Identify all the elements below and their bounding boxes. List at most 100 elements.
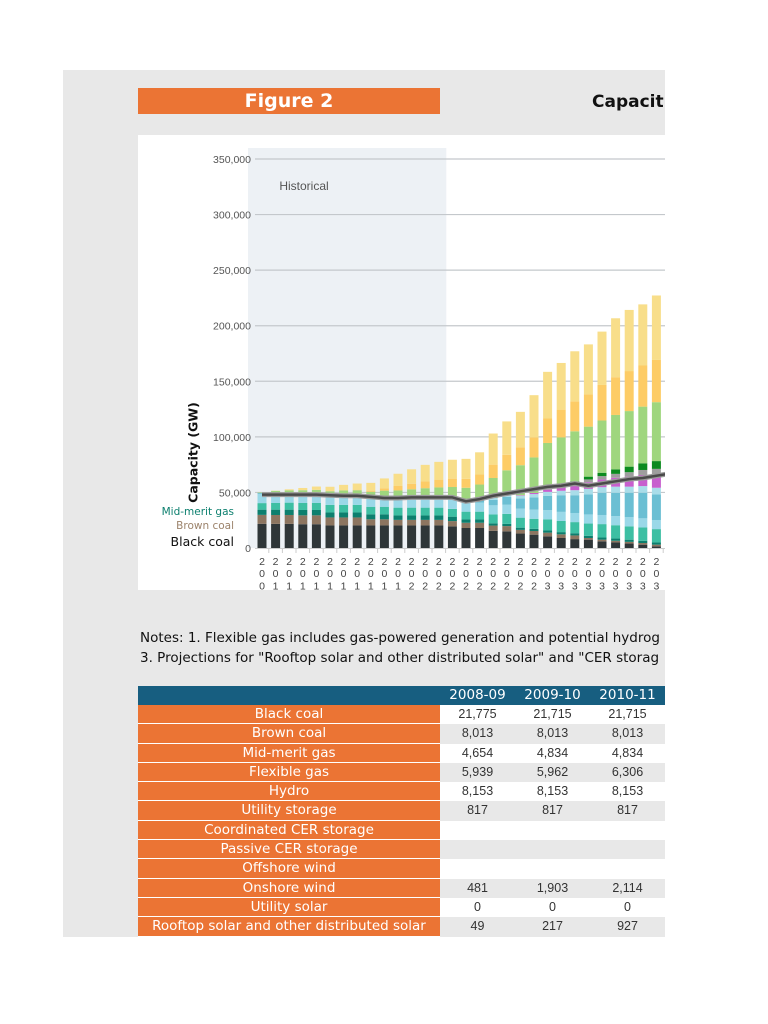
bar-segment — [556, 437, 566, 485]
bar-segment — [366, 525, 376, 548]
bar-segment — [257, 523, 267, 548]
bar-segment — [597, 472, 607, 477]
y-tick-label: 200,000 — [213, 321, 251, 333]
spreadsheet-sheet: Figure 2 Capacit Historical 0 50,000 100,00… — [63, 70, 665, 937]
bar-segment — [488, 433, 498, 465]
bar-segment — [475, 474, 485, 485]
cell-value: 927 — [590, 917, 665, 937]
bar-segment — [488, 523, 498, 526]
bar-segment — [447, 508, 457, 517]
bar-segment — [529, 518, 539, 529]
bar-segment — [407, 519, 417, 526]
y-tick-label: 150,000 — [213, 376, 251, 388]
bar-segment — [556, 409, 566, 438]
bar-segment — [366, 519, 376, 526]
row-label: Black coal — [138, 705, 440, 725]
bar-segment — [543, 418, 553, 443]
bar-segment — [529, 437, 539, 458]
bar-segment — [543, 442, 553, 488]
bar-segment — [325, 525, 335, 548]
bar-segment — [339, 490, 349, 495]
bar-segment — [583, 537, 593, 540]
cell-value — [515, 820, 590, 841]
bar-segment — [311, 502, 321, 510]
bar-segment — [529, 395, 539, 438]
bar-segment — [570, 351, 580, 402]
bar-segment — [366, 491, 376, 497]
bar-segment — [624, 371, 634, 412]
bar-segment — [597, 420, 607, 473]
bar-segment — [611, 414, 621, 470]
row-label: Hydro — [138, 782, 440, 802]
bar-segment — [379, 519, 389, 526]
bar-segment — [298, 502, 308, 510]
bar-segment — [339, 495, 349, 505]
bar-segment — [352, 489, 362, 491]
bar-segment — [515, 529, 525, 534]
x-tick-label: 2011-12 — [285, 556, 295, 590]
bar-segment — [461, 511, 471, 520]
bar-segment — [257, 503, 267, 510]
bar-segment — [515, 495, 525, 496]
y-tick-label: 250,000 — [213, 265, 251, 277]
bar-segment — [651, 359, 661, 403]
label-black-coal: Black coal — [170, 534, 234, 549]
bar-segment — [611, 525, 621, 539]
bar-segment — [624, 309, 634, 372]
label-mid-merit-gas: Mid-merit gas — [161, 506, 234, 518]
bar-segment — [611, 516, 621, 526]
bar-segment — [638, 365, 648, 407]
bar-segment — [556, 520, 566, 533]
row-label: Utility storage — [138, 801, 440, 821]
bar-segment — [611, 377, 621, 415]
bar-segment — [461, 522, 471, 528]
bar-segment — [583, 344, 593, 395]
cell-value: 5,962 — [515, 762, 590, 783]
bar-segment — [638, 540, 648, 543]
bar-segment — [624, 476, 634, 487]
bar-segment — [393, 525, 403, 548]
table-body: Black coal 21,775 21,715 21,715 Brown coal 8,… — [138, 705, 665, 937]
bar-segment — [502, 454, 512, 471]
bar-segment — [502, 523, 512, 527]
table-row: Brown coal 8,013 8,013 8,013 — [138, 724, 665, 744]
column-header: 2008-09 — [449, 687, 506, 703]
bar-segment — [461, 519, 471, 523]
x-tick-label: 2024-25 — [461, 556, 471, 590]
data-table: 2008-09 2009-10 2010-11 Black coal 21,775… — [138, 686, 665, 937]
cell-value: 21,715 — [590, 705, 665, 725]
x-tick-label: 2021-22 — [421, 556, 431, 590]
x-tick-label: 2010-11 — [271, 556, 281, 590]
bar-segment — [515, 517, 525, 528]
bar-segment — [352, 483, 362, 490]
row-label: Passive CER storage — [138, 840, 440, 860]
bar-segment — [624, 472, 634, 477]
bar-segment — [434, 487, 444, 498]
bar-segment — [543, 495, 553, 511]
bar-segment — [651, 402, 661, 462]
cell-value — [440, 859, 515, 879]
bar-segment — [352, 525, 362, 548]
bar-segment — [271, 514, 281, 524]
bar-segment — [651, 542, 661, 545]
bar-segment — [379, 490, 389, 497]
bar-segment — [352, 512, 362, 518]
bar-segment — [298, 490, 308, 493]
cell-value — [590, 859, 665, 879]
table-header: 2008-09 2009-10 2010-11 — [138, 686, 665, 705]
bar-segment — [624, 517, 634, 527]
y-tick-label: 100,000 — [213, 432, 251, 444]
label-brown-coal: Brown coal — [176, 520, 234, 532]
bar-segment — [502, 421, 512, 455]
bar-segment — [434, 515, 444, 520]
bar-segment — [407, 507, 417, 516]
bar-segment — [284, 493, 294, 503]
series-line — [262, 473, 665, 503]
bar-segment — [366, 490, 376, 492]
bar-segment — [461, 458, 471, 479]
bar-segment — [407, 515, 417, 520]
bar-segment — [352, 517, 362, 526]
bar-segment — [434, 461, 444, 480]
